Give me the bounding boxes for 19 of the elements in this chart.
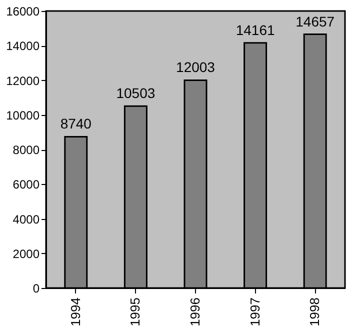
data-label: 14657 xyxy=(296,13,335,30)
y-tick-label: 6000 xyxy=(12,178,40,192)
y-tick-label: 10000 xyxy=(6,108,40,122)
y-tick-label: 14000 xyxy=(6,39,40,54)
x-tick-label: 1998 xyxy=(307,298,322,326)
x-tick-label: 1995 xyxy=(128,298,143,326)
data-label: 14161 xyxy=(236,22,275,38)
y-tick-label: 12000 xyxy=(6,74,40,88)
x-tick-label: 1996 xyxy=(188,298,202,326)
y-tick-label: 0 xyxy=(32,282,40,296)
x-tick-label: 1994 xyxy=(68,298,83,326)
y-tick-label: 4000 xyxy=(12,212,40,226)
y-tick-label: 16000 xyxy=(6,4,40,18)
data-label: 8740 xyxy=(60,116,92,132)
y-tick-label: 8000 xyxy=(12,143,40,157)
x-tick-label: 1997 xyxy=(247,298,262,326)
y-tick-label: 2000 xyxy=(12,246,40,261)
data-label: 12003 xyxy=(176,59,216,76)
data-label: 10503 xyxy=(116,85,156,102)
